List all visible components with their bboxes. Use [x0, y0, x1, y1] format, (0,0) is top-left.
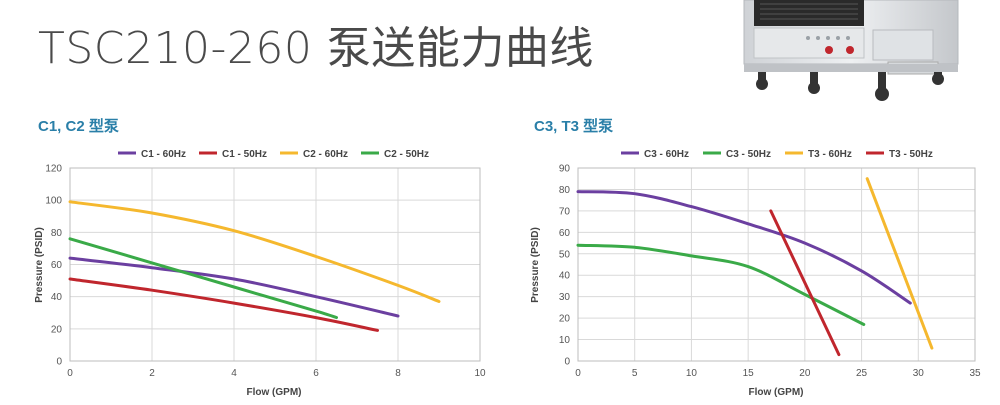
chart-left-legend: C1 - 60Hz C1 - 50Hz C2 - 60Hz C2 - 50Hz [118, 149, 429, 160]
legend-label-t3-50hz: T3 - 50Hz [889, 149, 933, 160]
y-tick-label: 100 [45, 196, 62, 207]
y-tick-label: 120 [45, 164, 62, 175]
legend-label-c3-60hz: C3 - 60Hz [644, 149, 689, 160]
y-tick-label: 0 [56, 357, 62, 368]
plot-frame [69, 167, 481, 362]
series-line-t3-60hz [865, 177, 934, 350]
x-tick-label: 6 [313, 368, 319, 379]
y-tick-label: 80 [51, 228, 63, 239]
x-tick-label: 25 [856, 368, 868, 379]
plot-area [578, 168, 975, 361]
chart-right-ylabel: Pressure (PSID) [530, 227, 541, 303]
x-tick-label: 8 [395, 368, 401, 379]
series-line-c1-60hz [68, 256, 400, 318]
y-tick-label: 20 [559, 314, 571, 325]
x-tick-label: 4 [231, 368, 237, 379]
chart-right: C3, T3 型泵 C3 - 60Hz C3 - 50Hz T3 - 60Hz … [530, 117, 981, 398]
chart-left-xlabel: Flow (GPM) [247, 387, 302, 398]
y-tick-label: 40 [559, 271, 571, 282]
x-tick-label: 0 [67, 368, 73, 379]
chart-right-title: C3, T3 型泵 [534, 117, 613, 135]
series-line-t3-50hz [769, 209, 841, 357]
legend-label-c1-50hz: C1 - 50Hz [222, 149, 267, 160]
y-tick-label: 40 [51, 292, 63, 303]
legend-label-c3-50hz: C3 - 50Hz [726, 149, 771, 160]
series-line-c3-60hz [576, 190, 912, 305]
y-tick-label: 50 [559, 249, 571, 260]
product-photo [743, 0, 959, 101]
legend-label-t3-60hz: T3 - 60Hz [808, 149, 852, 160]
series-line-c2-50hz [68, 237, 338, 320]
x-tick-label: 15 [743, 368, 755, 379]
x-tick-label: 30 [913, 368, 925, 379]
x-tick-label: 10 [474, 368, 486, 379]
chart-right-plot: 0 5 10 15 20 25 30 35 0 10 20 30 40 50 60 70 80 90 [559, 164, 981, 380]
x-tick-label: 35 [969, 368, 981, 379]
legend-label-c2-60hz: C2 - 60Hz [303, 149, 348, 160]
chart-right-xlabel: Flow (GPM) [749, 387, 804, 398]
y-tick-label: 60 [559, 228, 571, 239]
chart-left: C1, C2 型泵 C1 - 60Hz C1 - 50Hz C2 - 60Hz … [34, 117, 486, 398]
y-tick-label: 30 [559, 292, 571, 303]
x-tick-label: 0 [575, 368, 581, 379]
chart-left-ylabel: Pressure (PSID) [34, 227, 45, 303]
y-tick-label: 80 [559, 185, 571, 196]
series-line-c3-50hz [576, 243, 866, 326]
chart-right-legend: C3 - 60Hz C3 - 50Hz T3 - 60Hz T3 - 50Hz [621, 149, 933, 160]
chart-left-title: C1, C2 型泵 [38, 117, 119, 135]
x-tick-label: 10 [686, 368, 698, 379]
y-tick-label: 10 [559, 335, 571, 346]
series-line-c2-60hz [68, 200, 441, 303]
y-tick-label: 60 [51, 260, 63, 271]
series-line-c1-50hz [68, 277, 379, 332]
y-tick-label: 90 [559, 164, 571, 175]
legend-label-c1-60hz: C1 - 60Hz [141, 149, 186, 160]
y-tick-label: 20 [51, 324, 63, 335]
x-tick-label: 5 [632, 368, 638, 379]
page-title: TSC210-260 泵送能力曲线 [38, 23, 594, 74]
legend-label-c2-50hz: C2 - 50Hz [384, 149, 429, 160]
x-tick-label: 2 [149, 368, 155, 379]
x-tick-label: 20 [799, 368, 811, 379]
y-tick-label: 0 [564, 357, 570, 368]
y-tick-label: 70 [559, 206, 571, 217]
plot-frame [577, 167, 976, 362]
